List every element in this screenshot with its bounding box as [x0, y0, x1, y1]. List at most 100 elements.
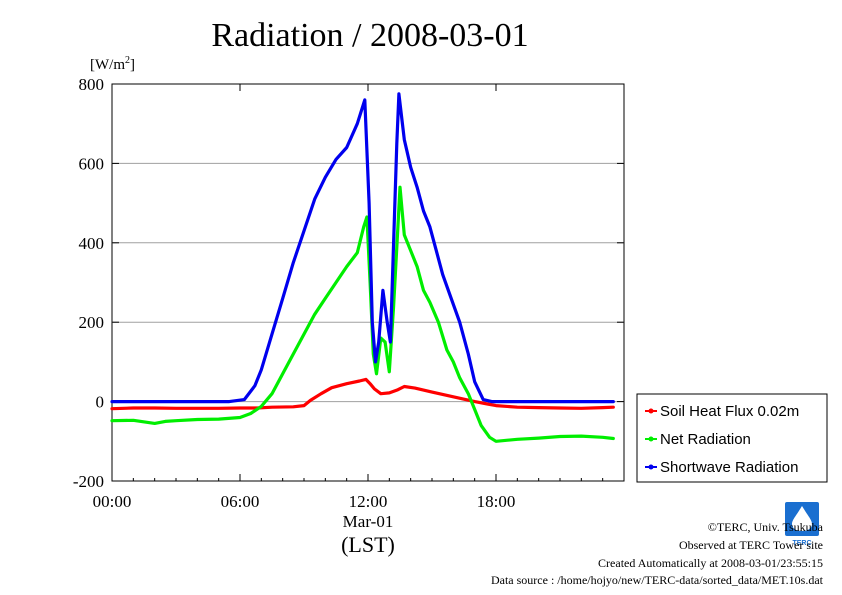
data-point-net-radiation	[324, 297, 327, 300]
x-date-label: Mar-01	[343, 512, 394, 531]
y-axis-unit-label: [W/m2]	[90, 55, 135, 73]
data-point-net-radiation	[445, 348, 449, 352]
data-point-net-radiation	[516, 438, 519, 441]
data-point-net-radiation	[217, 417, 220, 421]
data-point-net-radiation	[494, 440, 498, 443]
y-unit-superscript: 2	[125, 55, 130, 66]
data-point-shortwave-radiation	[367, 201, 371, 205]
data-point-soil-heat-flux-0-02m	[452, 395, 455, 398]
data-point-soil-heat-flux-0-02m	[486, 402, 489, 406]
data-point-net-radiation	[479, 424, 483, 427]
data-point-net-radiation	[612, 437, 615, 440]
data-point-shortwave-radiation	[324, 176, 327, 179]
data-point-shortwave-radiation	[490, 400, 493, 403]
data-point-soil-heat-flux-0-02m	[473, 400, 476, 403]
data-series	[110, 92, 615, 443]
data-point-net-radiation	[388, 370, 391, 373]
data-point-net-radiation	[428, 301, 432, 304]
x-axis-ticks: 00:00 06:00 12:00 18:00	[93, 84, 625, 511]
data-point-net-radiation	[398, 186, 402, 189]
data-point-net-radiation	[292, 352, 295, 356]
data-source-text: Data source : /home/hojyo/new/TERC-data/…	[491, 573, 824, 587]
legend-marker	[648, 464, 654, 470]
data-point-shortwave-radiation	[473, 380, 476, 383]
data-point-shortwave-radiation	[243, 398, 246, 401]
data-point-shortwave-radiation	[292, 261, 295, 264]
data-point-net-radiation	[580, 434, 583, 438]
data-point-net-radiation	[537, 436, 540, 440]
data-point-shortwave-radiation	[345, 146, 348, 149]
data-point-net-radiation	[396, 225, 400, 229]
data-point-soil-heat-flux-0-02m	[396, 388, 400, 391]
data-point-net-radiation	[132, 419, 135, 422]
data-point-soil-heat-flux-0-02m	[358, 379, 361, 383]
legend-label: Shortwave Radiation	[660, 459, 798, 476]
data-point-shortwave-radiation	[612, 400, 615, 403]
data-point-soil-heat-flux-0-02m	[516, 406, 519, 409]
data-point-net-radiation	[313, 313, 316, 316]
data-point-soil-heat-flux-0-02m	[319, 392, 323, 395]
water-drop-icon	[792, 506, 812, 531]
data-point-net-radiation	[356, 251, 359, 254]
data-point-soil-heat-flux-0-02m	[558, 406, 562, 410]
legend: Soil Heat Flux 0.02m Net Radiation Shortwa…	[636, 393, 828, 483]
data-point-soil-heat-flux-0-02m	[537, 406, 540, 409]
data-point-net-radiation	[365, 215, 369, 219]
legend-box	[636, 393, 828, 483]
data-point-shortwave-radiation	[403, 138, 406, 141]
data-point-shortwave-radiation	[377, 340, 380, 344]
data-point-shortwave-radiation	[386, 321, 389, 324]
data-point-soil-heat-flux-0-02m	[132, 406, 135, 410]
data-point-net-radiation	[601, 436, 604, 439]
x-tick-label: 18:00	[477, 492, 516, 511]
data-point-soil-heat-flux-0-02m	[292, 405, 295, 408]
data-point-net-radiation	[452, 360, 455, 364]
data-point-net-radiation	[281, 372, 284, 375]
data-point-net-radiation	[467, 392, 470, 395]
data-point-net-radiation	[238, 416, 242, 419]
copyright-text: ©TERC, Univ. Tsukuba	[708, 520, 824, 534]
data-point-shortwave-radiation	[458, 321, 461, 324]
data-point-shortwave-radiation	[281, 297, 284, 300]
data-point-shortwave-radiation	[389, 340, 392, 344]
data-point-shortwave-radiation	[397, 92, 401, 96]
data-point-shortwave-radiation	[313, 197, 316, 201]
data-point-shortwave-radiation	[363, 98, 366, 102]
data-point-shortwave-radiation	[228, 400, 231, 403]
data-point-soil-heat-flux-0-02m	[270, 406, 274, 409]
data-point-shortwave-radiation	[392, 241, 395, 244]
data-point-soil-heat-flux-0-02m	[309, 399, 312, 402]
data-point-net-radiation	[334, 281, 338, 284]
data-point-net-radiation	[362, 225, 365, 229]
data-point-soil-heat-flux-0-02m	[330, 386, 333, 389]
chart-title: Radiation / 2008-03-01	[211, 17, 528, 54]
data-point-shortwave-radiation	[482, 398, 485, 401]
data-point-soil-heat-flux-0-02m	[217, 407, 220, 410]
series-line-net-radiation	[110, 185, 615, 443]
data-point-soil-heat-flux-0-02m	[238, 406, 242, 410]
data-point-net-radiation	[488, 436, 491, 439]
y-tick-label: 400	[79, 234, 105, 253]
data-point-shortwave-radiation	[450, 297, 453, 300]
data-point-soil-heat-flux-0-02m	[580, 407, 583, 410]
data-point-net-radiation	[153, 422, 156, 425]
data-point-shortwave-radiation	[428, 225, 432, 229]
x-tick-label: 00:00	[93, 492, 132, 511]
data-point-soil-heat-flux-0-02m	[174, 407, 178, 410]
data-point-shortwave-radiation	[371, 321, 374, 324]
data-point-soil-heat-flux-0-02m	[403, 385, 406, 388]
data-point-soil-heat-flux-0-02m	[373, 387, 376, 391]
data-point-net-radiation	[422, 289, 425, 292]
data-point-shortwave-radiation	[270, 332, 274, 336]
data-point-net-radiation	[345, 265, 348, 268]
data-point-soil-heat-flux-0-02m	[601, 406, 604, 409]
data-point-soil-heat-flux-0-02m	[379, 392, 382, 395]
y-tick-label: 200	[79, 313, 105, 332]
y-tick-label: 800	[79, 75, 105, 94]
data-point-soil-heat-flux-0-02m	[413, 386, 417, 390]
x-axis-label: (LST)	[341, 532, 395, 557]
data-point-net-radiation	[270, 392, 274, 395]
terc-logo: TERC	[785, 502, 819, 547]
data-point-shortwave-radiation	[422, 209, 425, 213]
data-point-soil-heat-flux-0-02m	[345, 382, 348, 385]
